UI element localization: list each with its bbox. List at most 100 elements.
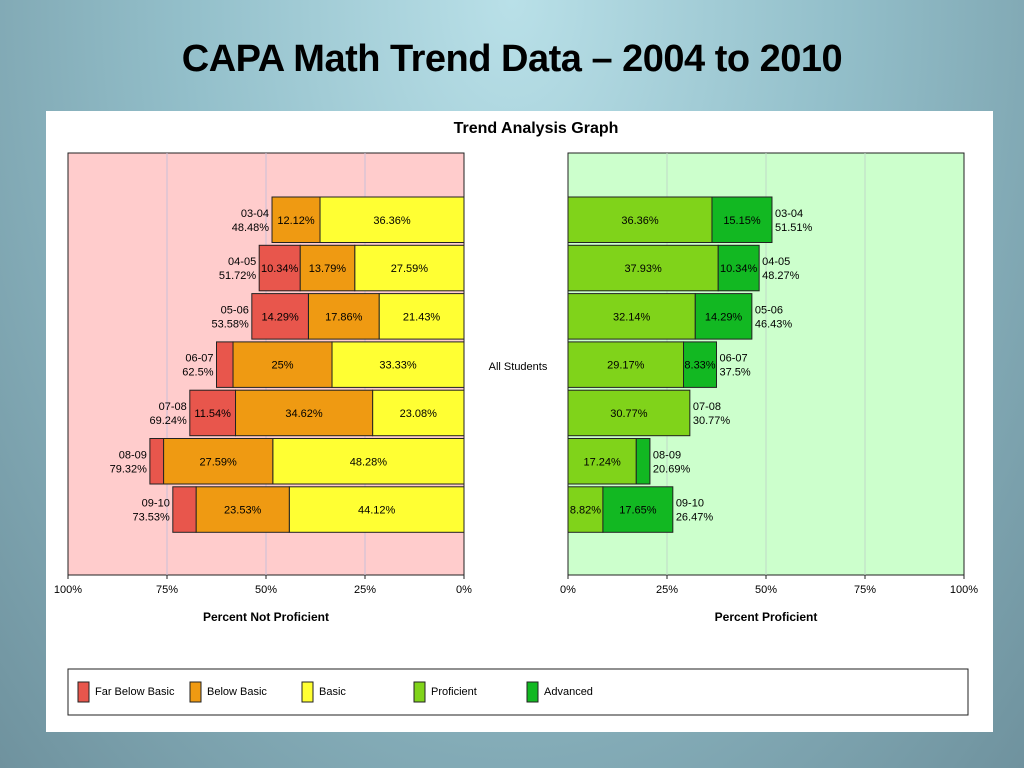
left-axis-tick-label: 0% [456,584,472,596]
bar-advanced [602,486,674,533]
right-total-label: 48.27% [762,270,800,282]
right-category-label: 09-10 [676,498,704,510]
bar-basic [319,196,465,243]
bar-basic [378,293,465,340]
bar-data-label: 10.34% [720,263,758,275]
left-panel-not-proficient: 100% 75% 50% 25% 0% 36.36% 12.12% 03-04 48.48% 27… [54,152,472,596]
bar-far-below-basic [189,389,237,437]
bar-advanced [635,438,651,485]
right-axis-tick-label: 50% [755,584,777,596]
left-axis-tick-label: 100% [54,584,82,596]
bar-data-label: 48.28% [350,456,388,468]
bar-data-label: 30.77% [610,408,648,420]
legend-label: Proficient [431,686,477,698]
bar-data-label: 14.29% [705,311,743,323]
bar-below-basic [299,244,356,292]
bar-basic [331,341,465,388]
chart-title: Trend Analysis Graph [454,120,619,137]
left-total-label: 53.58% [212,318,250,330]
bar-advanced [711,196,773,243]
bar-data-label: 27.59% [391,263,429,275]
bar-proficient [567,244,719,292]
legend-label: Advanced [544,686,593,698]
bar-basic [372,389,465,437]
right-category-label: 08-09 [653,449,681,461]
bar-data-label: 14.29% [261,311,299,323]
right-panel-proficient: 0% 25% 50% 75% 100% 36.36% 15.15% 03-04 51.51% 37… [560,152,978,596]
bar-data-label: 17.24% [583,456,621,468]
bar-data-label: 36.36% [373,215,411,227]
bar-data-label: 44.12% [358,505,396,517]
slide-title: CAPA Math Trend Data – 2004 to 2010 [181,38,843,80]
left-total-label: 51.72% [219,270,257,282]
bar-data-label: 8.33% [684,360,715,372]
left-total-label: 48.48% [232,222,270,234]
bar-data-label: 11.54% [194,408,231,420]
left-total-label: 62.5% [182,367,213,379]
right-total-label: 30.77% [693,415,731,427]
bar-data-label: 17.65% [619,505,657,517]
bar-data-label: 33.33% [379,360,417,372]
right-axis-tick-label: 0% [560,584,576,596]
bar-data-label: 29.17% [607,360,645,372]
bar-below-basic [235,389,374,437]
bar-proficient [567,389,691,437]
left-axis-tick-label: 25% [354,584,376,596]
bar-below-basic [163,438,274,485]
right-axis-tick-label: 100% [950,584,978,596]
legend-label: Below Basic [207,686,267,698]
right-category-label: 07-08 [693,401,721,413]
bar-data-label: 21.43% [403,311,441,323]
bar-below-basic [271,196,321,243]
bar-data-label: 27.59% [200,456,238,468]
right-total-label: 51.51% [775,222,813,234]
left-category-label: 04-05 [228,256,256,268]
left-axis-tick-label: 50% [255,584,277,596]
bar-data-label: 12.12% [277,215,315,227]
right-category-label: 05-06 [755,304,783,316]
right-category-label: 06-07 [720,353,748,365]
bar-data-label: 8.82% [570,505,601,517]
left-axis-tick-label: 75% [156,584,178,596]
left-category-label: 08-09 [119,449,147,461]
bar-data-label: 32.14% [613,311,651,323]
left-category-label: 03-04 [241,208,269,220]
bar-far-below-basic [216,341,234,388]
bar-data-label: 37.93% [624,263,662,275]
bar-data-label: 10.34% [261,263,299,275]
bar-basic [272,438,465,485]
bar-data-label: 25% [271,360,293,372]
bar-data-label: 15.15% [723,215,761,227]
bar-below-basic [195,486,290,533]
bar-data-label: 34.62% [285,408,323,420]
bar-far-below-basic [149,438,165,485]
right-axis-tick-label: 25% [656,584,678,596]
legend-label: Basic [319,686,346,698]
legend: Far Below Basic Below Basic Basic Proficien… [67,668,969,716]
left-axis-title: Percent Not Proficient [203,610,329,624]
bar-below-basic [232,341,333,388]
bar-basic [288,486,465,533]
left-category-label: 07-08 [159,401,187,413]
bar-advanced [683,341,717,388]
bar-below-basic [307,293,380,340]
bar-data-label: 17.86% [325,311,363,323]
bar-advanced [717,244,760,292]
bar-data-label: 23.08% [400,408,438,420]
right-total-label: 26.47% [676,512,714,524]
bar-proficient [567,341,685,388]
right-axis-tick-label: 75% [854,584,876,596]
bar-proficient [567,196,713,243]
left-category-label: 09-10 [142,498,170,510]
bar-data-label: 36.36% [621,215,659,227]
legend-swatch [77,681,90,703]
right-category-label: 04-05 [762,256,790,268]
right-total-label: 20.69% [653,463,691,475]
bar-basic [354,244,465,292]
right-total-label: 37.5% [720,367,751,379]
bar-proficient [567,486,604,533]
right-total-label: 46.43% [755,318,793,330]
bar-data-label: 13.79% [309,263,347,275]
right-category-label: 03-04 [775,208,803,220]
bar-advanced [694,293,753,340]
